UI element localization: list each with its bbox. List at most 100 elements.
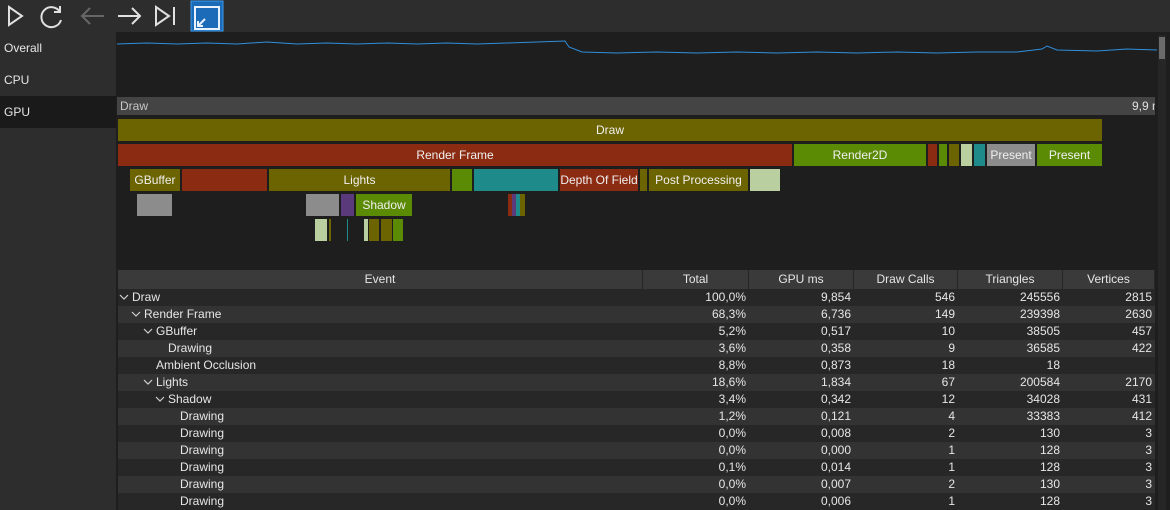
flame-block[interactable] [315, 219, 327, 241]
cell-value: 1,2% [718, 409, 746, 423]
flame-block[interactable]: Post Processing [649, 169, 748, 191]
sidebar-item-selected[interactable]: GPU [0, 96, 116, 128]
forward-button[interactable] [118, 7, 142, 25]
flame-block[interactable] [347, 219, 348, 241]
table-row[interactable]: Render Frame 68,3% 6,736 149 239398 2630 [118, 306, 1155, 323]
flame-block[interactable] [520, 194, 525, 216]
column-header[interactable]: Vertices [1063, 270, 1155, 289]
flame-block[interactable] [750, 169, 780, 191]
table-row[interactable]: Drawing 0,1% 0,014 1 128 3 [118, 459, 1155, 476]
timeline-graph[interactable] [117, 35, 1157, 93]
cell-value: 2 [948, 477, 955, 491]
flame-block[interactable] [393, 219, 403, 241]
event-name: Draw [132, 290, 161, 304]
expand-chevron[interactable] [131, 306, 141, 323]
table-row[interactable]: Drawing 0,0% 0,008 2 130 3 [118, 425, 1155, 442]
track-duration: 9,9 ms [1132, 99, 1155, 113]
flame-block[interactable]: Render2D [794, 144, 926, 166]
flame-block[interactable] [516, 194, 520, 216]
cell-value: 128 [1039, 443, 1060, 457]
flame-block[interactable] [928, 144, 937, 166]
cell-value: 9,854 [820, 290, 851, 304]
cell-value: 431 [1131, 392, 1152, 406]
event-name: Lights [156, 375, 189, 389]
flame-block[interactable] [939, 144, 947, 166]
expand-chevron[interactable] [155, 391, 165, 408]
flame-block[interactable] [508, 194, 512, 216]
cell-value: 0,000 [820, 443, 851, 457]
cell-value: 1 [948, 494, 955, 508]
cell-value: 1 [948, 443, 955, 457]
flame-block[interactable] [364, 219, 368, 241]
cell-value: 422 [1131, 341, 1152, 355]
timeline-line [117, 40, 1157, 54]
expand-chevron[interactable] [119, 289, 129, 306]
back-button[interactable] [80, 7, 104, 25]
flame-block[interactable]: Depth Of Field [560, 169, 638, 191]
sidebar-item[interactable]: Overall [4, 41, 43, 55]
event-name: Drawing [180, 409, 225, 423]
flame-block[interactable] [640, 169, 647, 191]
table-row[interactable]: Drawing 1,2% 0,121 4 33383 412 [118, 408, 1155, 425]
flame-block[interactable] [974, 144, 985, 166]
flame-block[interactable] [306, 194, 339, 216]
table-row[interactable]: Drawing 3,6% 0,358 9 36585 422 [118, 340, 1155, 357]
cell-value: 245556 [1019, 290, 1060, 304]
cell-value: 239398 [1019, 307, 1060, 321]
cell-value: 128 [1039, 460, 1060, 474]
flame-block[interactable] [474, 169, 558, 191]
flame-block[interactable]: Draw [118, 119, 1102, 141]
table-row[interactable]: GBuffer 5,2% 0,517 10 38505 457 [118, 323, 1155, 340]
expand-chevron[interactable] [143, 323, 153, 340]
flame-block[interactable] [949, 144, 959, 166]
sidebar-item[interactable]: CPU [4, 73, 30, 87]
table-row[interactable]: Drawing 0,0% 0,007 2 130 3 [118, 476, 1155, 493]
flame-block[interactable]: Render Frame [118, 144, 792, 166]
flame-block[interactable]: Present [1037, 144, 1102, 166]
event-name: Drawing [180, 460, 225, 474]
flame-block[interactable]: Shadow [356, 194, 412, 216]
column-header[interactable]: Total [643, 270, 749, 289]
cell-value: 34028 [1026, 392, 1060, 406]
column-header[interactable]: Draw Calls [854, 270, 958, 289]
cell-value: 3 [1145, 443, 1152, 457]
play-button[interactable] [8, 5, 24, 27]
table-row[interactable]: Lights 18,6% 1,834 67 200584 2170 [118, 374, 1155, 391]
cell-value: 67 [941, 375, 955, 389]
event-name: Drawing [180, 443, 225, 457]
scrollbar-thumb[interactable] [1159, 37, 1165, 59]
refresh-button[interactable] [40, 6, 62, 29]
table-row[interactable]: Draw 100,0% 9,854 546 245556 2815 [118, 289, 1155, 306]
flame-block[interactable] [369, 219, 379, 241]
flame-block[interactable]: Present [987, 144, 1035, 166]
table-row[interactable]: Drawing 0,0% 0,006 1 128 3 [118, 493, 1155, 510]
table-row[interactable]: Drawing 0,0% 0,000 1 128 3 [118, 442, 1155, 459]
cell-value: 3 [1145, 460, 1152, 474]
cell-value: 0,0% [718, 494, 746, 508]
cell-value: 36585 [1026, 341, 1060, 355]
flame-block[interactable] [512, 194, 516, 216]
flame-block[interactable] [961, 144, 972, 166]
skip-end-button[interactable] [155, 5, 175, 27]
cell-value: 546 [934, 290, 955, 304]
flame-block[interactable] [329, 219, 331, 241]
flame-block[interactable]: Lights [269, 169, 450, 191]
chevron-path [155, 396, 165, 402]
flame-block[interactable] [137, 194, 172, 216]
chevron-path [131, 311, 141, 317]
column-header[interactable]: Event [118, 270, 643, 289]
view-toggle-arrow [197, 18, 206, 27]
column-header[interactable]: GPU ms [749, 270, 854, 289]
cell-value: 68,3% [711, 307, 746, 321]
table-row[interactable]: Shadow 3,4% 0,342 12 34028 431 [118, 391, 1155, 408]
table-row[interactable]: Ambient Occlusion 8,8% 0,873 18 18 [118, 357, 1155, 374]
expand-chevron[interactable] [143, 374, 153, 391]
flame-block[interactable] [341, 194, 354, 216]
event-name: Drawing [168, 341, 213, 355]
flame-block[interactable] [452, 169, 472, 191]
scrollbar[interactable] [1158, 35, 1166, 510]
flame-block[interactable]: GBuffer [130, 169, 180, 191]
flame-block[interactable] [182, 169, 267, 191]
column-header[interactable]: Triangles [958, 270, 1063, 289]
flame-block[interactable] [381, 219, 392, 241]
